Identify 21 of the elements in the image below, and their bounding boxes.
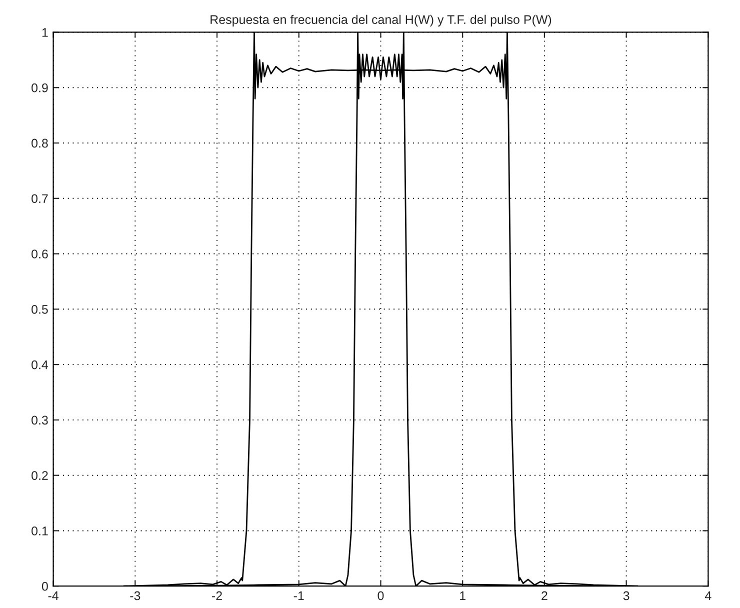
x-tick-label: 1 xyxy=(460,591,466,600)
y-tick-label: 0 xyxy=(42,582,48,591)
y-tick-label: 0.2 xyxy=(32,471,48,480)
y-tick-label: 0.3 xyxy=(32,416,48,425)
y-tick-label: 0.4 xyxy=(32,360,48,370)
y-tick-label: 0.9 xyxy=(32,83,48,92)
y-tick-label: 0.7 xyxy=(32,194,48,204)
x-tick-label: -4 xyxy=(48,591,58,600)
y-tick-label: 0.5 xyxy=(32,304,48,314)
x-tick-label: -1 xyxy=(294,591,304,600)
x-tick-label: 3 xyxy=(623,591,630,600)
x-tick-label: -3 xyxy=(130,591,140,600)
x-tick-label: 2 xyxy=(542,591,548,600)
x-tick-label: 4 xyxy=(704,591,712,600)
y-tick-label: 0.1 xyxy=(32,526,48,536)
y-tick-label: 0.8 xyxy=(32,138,48,148)
x-tick-label: 0 xyxy=(378,591,384,600)
x-tick-label: -2 xyxy=(212,591,222,600)
y-tick-label: 0.6 xyxy=(32,250,48,258)
chart-title: Respuesta en frecuencia del canal H(W) y T.F. del pulso P(W) xyxy=(210,14,552,26)
y-tick-label: 1 xyxy=(42,28,48,37)
